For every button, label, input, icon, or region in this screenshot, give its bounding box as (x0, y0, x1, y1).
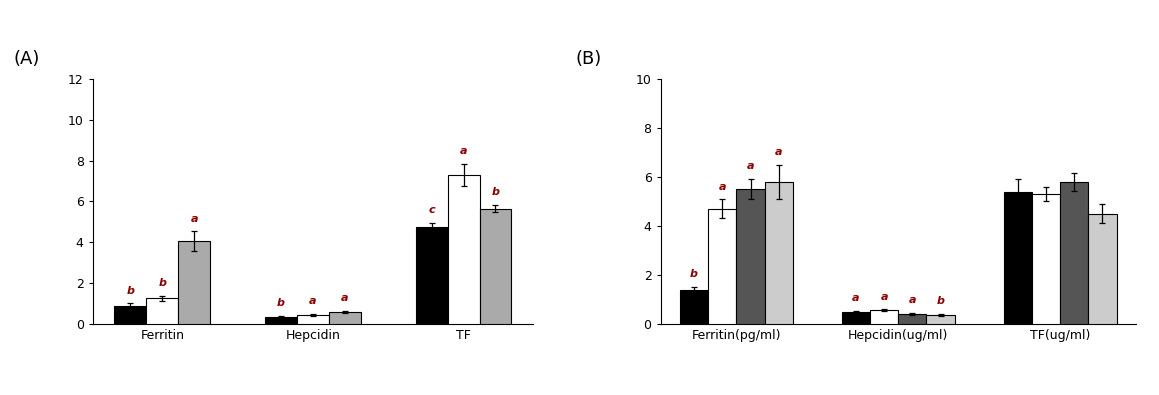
Bar (680, 290, 708, 324)
Bar (926, 314, 955, 324)
Text: a: a (881, 292, 888, 302)
Text: a: a (460, 147, 467, 156)
Bar (146, 298, 178, 324)
Bar (416, 227, 447, 324)
Text: a: a (746, 161, 755, 171)
Text: b: b (126, 286, 134, 295)
Bar (1032, 194, 1060, 324)
Bar (1060, 182, 1088, 324)
Text: a: a (190, 214, 198, 224)
Text: b: b (159, 278, 166, 288)
Bar (265, 317, 297, 324)
Text: a: a (341, 293, 349, 303)
Bar (178, 241, 210, 324)
Text: b: b (491, 187, 500, 197)
Bar (765, 182, 793, 324)
Text: b: b (936, 296, 945, 306)
Bar (736, 189, 765, 324)
Bar (1088, 214, 1116, 324)
Bar (329, 312, 360, 324)
Text: (B): (B) (575, 50, 602, 68)
Bar (841, 312, 870, 324)
Text: c: c (429, 205, 435, 215)
Bar (1004, 192, 1032, 324)
Text: a: a (309, 296, 316, 306)
Bar (115, 306, 146, 324)
Bar (898, 314, 926, 324)
Bar (870, 310, 898, 324)
Bar (297, 315, 329, 324)
Text: a: a (775, 147, 782, 157)
Text: b: b (690, 269, 698, 279)
Bar (708, 209, 736, 324)
Bar (480, 209, 511, 324)
Text: a: a (909, 295, 916, 305)
Text: a: a (852, 293, 860, 303)
Bar (447, 175, 480, 324)
Text: (A): (A) (14, 50, 39, 68)
Text: a: a (719, 182, 726, 192)
Text: b: b (277, 298, 285, 308)
